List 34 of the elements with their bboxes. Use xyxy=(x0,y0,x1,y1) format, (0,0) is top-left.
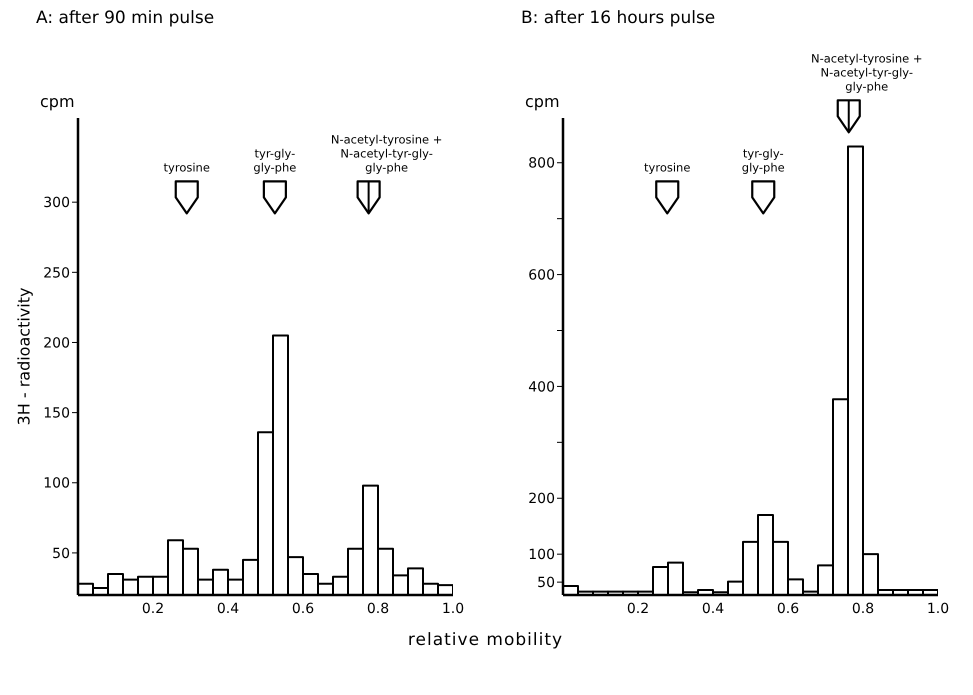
x-tick-label: 0.4 xyxy=(702,600,724,617)
text: cpm xyxy=(525,92,560,111)
y-tick-label: 200 xyxy=(528,491,555,508)
annotation: tyr-gly- gly-phe xyxy=(253,146,296,174)
y-tick-label: 200 xyxy=(43,335,70,352)
text: cpm xyxy=(40,92,75,111)
x-axis-title: relative mobility xyxy=(406,630,564,650)
y-tick-label: 50 xyxy=(52,546,70,562)
y-axis-title: 3H - radioactivity xyxy=(14,288,34,426)
chart-title: B: after 16 hours pulse xyxy=(520,8,716,30)
x-tick-label: 0.2 xyxy=(142,600,164,617)
y-tick-label: 250 xyxy=(43,265,70,282)
x-tick-label: 0.6 xyxy=(776,600,800,617)
x-tick-label: 1.0 xyxy=(442,600,464,617)
x-tick-label: 0.6 xyxy=(292,600,314,617)
y-tick-label: 800 xyxy=(528,156,555,172)
y-tick-label: 400 xyxy=(528,379,555,396)
x-tick-label: 0.8 xyxy=(852,600,874,617)
y-tick-label: 50 xyxy=(537,575,555,592)
x-tick-label: 0.4 xyxy=(216,600,240,617)
y-tick-label: 100 xyxy=(528,547,555,564)
y-tick-label: 100 xyxy=(43,476,70,492)
x-tick-label: 0.8 xyxy=(366,600,390,617)
annotation: tyrosine xyxy=(644,160,690,174)
x-tick-label: 1.0 xyxy=(926,600,950,617)
y-tick-label: 600 xyxy=(528,268,555,284)
y-tick-label: 300 xyxy=(43,195,70,212)
y-tick-label: 150 xyxy=(43,406,70,422)
annotation: N-acetyl-tyrosine + N-acetyl-tyr-gly- gly-phe xyxy=(330,132,442,174)
annotation: tyrosine xyxy=(164,160,210,174)
x-tick-label: 0.2 xyxy=(626,600,650,617)
annotation: tyr-gly- gly-phe xyxy=(742,146,785,174)
chart-title: A: after 90 min pulse xyxy=(35,8,216,30)
text: N-acetyl-tyrosine + N-acetyl-tyr-gly- gly-phe xyxy=(810,51,923,94)
